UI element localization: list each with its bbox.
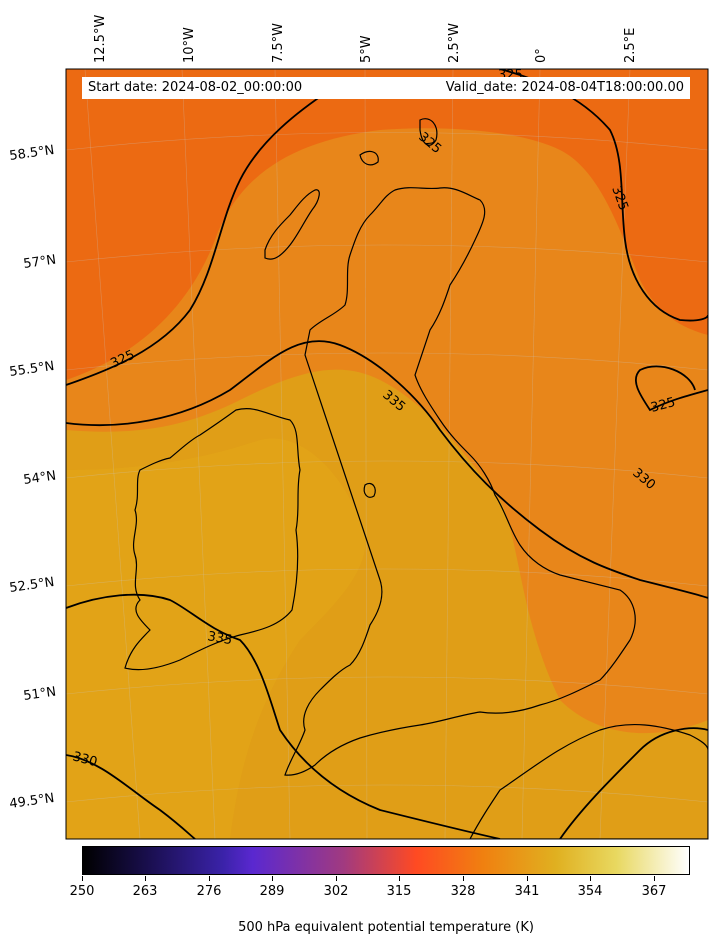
lon-label: 5°W <box>359 35 374 63</box>
colorbar-tick <box>463 876 464 881</box>
valid-date-text: Valid_date: 2024-08-04T18:00:00.00 <box>445 80 684 95</box>
colorbar-tick <box>527 876 528 881</box>
lat-label: 58.5°N <box>8 143 55 164</box>
lat-label: 54°N <box>22 469 57 488</box>
lat-label: 57°N <box>22 253 57 272</box>
colorbar-tick-label: 276 <box>196 884 222 899</box>
contour-label: 330 <box>71 749 99 770</box>
contour-330-north <box>66 340 708 599</box>
lon-label: 12.5°W <box>93 15 108 63</box>
contour-label: 325 <box>649 395 677 416</box>
start-date-text: Start date: 2024-08-02_00:00:00 <box>88 80 303 95</box>
contour-label: 335 <box>206 629 233 648</box>
colorbar-tick <box>654 876 655 881</box>
lon-label: 2.5°W <box>447 23 462 63</box>
lon-label: 0° <box>534 48 549 63</box>
contour-335 <box>66 593 501 839</box>
colorbar-tick-label: 250 <box>69 884 95 899</box>
colorbar-tick-label: 341 <box>514 884 540 899</box>
lat-label: 55.5°N <box>8 359 55 380</box>
colorbar-title: 500 hPa equivalent potential temperature… <box>238 920 534 935</box>
colorbar-tick-label: 328 <box>450 884 476 899</box>
lon-label: 7.5°W <box>271 23 286 63</box>
colorbar-tick <box>590 876 591 881</box>
longitude-labels: 12.5°W 10°W 7.5°W 5°W 2.5°W 0° 2.5°E <box>93 15 638 63</box>
colorbar-tick <box>145 876 146 881</box>
colorbar-tick <box>336 876 337 881</box>
graticule <box>66 69 708 839</box>
lat-label: 51°N <box>22 685 57 704</box>
coast-france <box>469 723 708 839</box>
colorbar-tick <box>272 876 273 881</box>
lon-label: 2.5°E <box>623 28 638 63</box>
coastlines <box>124 118 708 839</box>
lat-label: 52.5°N <box>8 575 55 596</box>
coast-orkney <box>359 150 379 166</box>
contour-325-east <box>635 365 708 412</box>
map-field: 325 325 325 335 325 330 335 330 325 <box>66 69 708 839</box>
coast-britain <box>284 187 636 776</box>
colorbar-tick <box>209 876 210 881</box>
colorbar-tick-label: 367 <box>641 884 667 899</box>
coast-hebrides <box>264 189 320 260</box>
colorbar-tick <box>82 876 83 881</box>
field-band-warm-sw <box>66 438 366 839</box>
colorbar-tick-label: 263 <box>132 884 158 899</box>
colorbar-tick-label: 354 <box>577 884 603 899</box>
colorbar-tick-label: 315 <box>386 884 412 899</box>
map-frame <box>65 68 709 840</box>
coast-isle-of-man <box>363 482 376 498</box>
coast-shetland <box>419 118 438 146</box>
colorbar <box>82 846 690 875</box>
contour-330-south <box>66 754 196 839</box>
colorbar-tick <box>399 876 400 881</box>
coast-ireland <box>124 408 301 671</box>
contour-325-west <box>66 89 331 386</box>
lon-label: 10°W <box>182 27 197 63</box>
lat-label: 49.5°N <box>8 791 55 812</box>
contour-330-se <box>559 727 708 839</box>
colorbar-tick-label: 289 <box>259 884 285 899</box>
latitude-labels: 58.5°N 57°N 55.5°N 54°N 52.5°N 51°N 49.5… <box>8 143 57 812</box>
header-info-box: Start date: 2024-08-02_00:00:00 Valid_da… <box>82 77 690 99</box>
colorbar-tick-label: 302 <box>323 884 349 899</box>
